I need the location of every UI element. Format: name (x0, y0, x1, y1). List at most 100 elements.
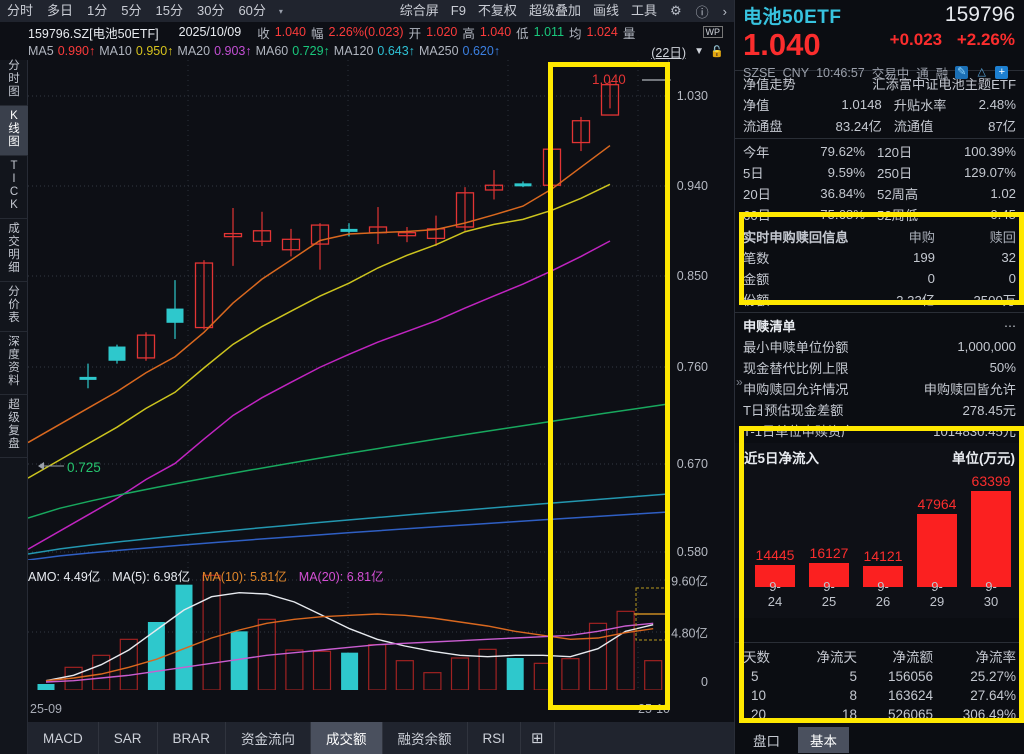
toolbar-item-duori[interactable]: 多日 (47, 3, 74, 18)
quote-header: 电池50ETF 159796 1.040 +0.023 +2.26% SZSE … (735, 0, 1024, 81)
chevron-right-icon[interactable]: › (722, 3, 727, 19)
tab-zijinliuxiang[interactable]: 资金流向 (226, 722, 312, 754)
amount-sell: 0 (1008, 271, 1016, 286)
toolbar-item-15min[interactable]: 15分 (155, 3, 183, 18)
cash-sub-limit-value: 50% (989, 360, 1016, 375)
chevron-down-icon[interactable]: ▾ (278, 6, 283, 16)
volume-axis-tick: 9.60亿 (671, 574, 708, 589)
redemption-list-title: 申赎清单 (743, 319, 796, 334)
quote-time: 10:46:57 (816, 65, 865, 80)
toolbar-item-1min[interactable]: 1分 (87, 3, 108, 18)
period-caret-icon[interactable]: ▼ (694, 45, 704, 57)
row20-amount: 526065 (887, 707, 933, 722)
table-row: 份额 2.33亿 3500万 (735, 289, 1024, 310)
sidebar-item-fenjiabiao[interactable]: 分 价 表 (0, 282, 28, 332)
tab-chengjiaoe[interactable]: 成交额 (311, 722, 383, 754)
inflow-bar-column: 63399 9-30 (971, 473, 1011, 609)
inflow-bar (971, 491, 1011, 587)
tab-rongziyue[interactable]: 融资余额 (383, 722, 468, 754)
inflow-bar (917, 514, 957, 587)
table-row: 申购赎回允许情况 申购赎回皆允许 (735, 378, 1024, 399)
amo-ma5-value: 6.98亿 (153, 570, 191, 584)
top-toolbar: 分时 多日 1分 5分 15分 30分 60分 ▾ 综合屏 F9 不复权 超级叠… (0, 0, 734, 22)
tab-sar[interactable]: SAR (99, 722, 158, 754)
inflow-bar-column: 16127 9-25 (809, 491, 849, 609)
expand-icon[interactable]: » (736, 375, 743, 389)
volume-axis-tick: 4.80亿 (671, 626, 708, 641)
realtime-creation-redemption-block: 实时申购赎回信息 申购 赎回 笔数 199 32 金额 0 0 份额 2.33亿 (735, 226, 1024, 310)
sidebar-char: I (12, 173, 16, 185)
toolbar-item-chaojidiejia[interactable]: 超级叠加 (528, 3, 581, 18)
sidebar-item-fenshitu[interactable]: 分 时 图 (0, 60, 28, 106)
add-indicator-icon[interactable]: ⊞ (521, 722, 555, 754)
help-icon[interactable]: ⓘ (695, 4, 709, 20)
table-row: 20 18 526065 306.49% (735, 705, 1024, 724)
margin-flag: 融 (935, 67, 949, 81)
sidebar-item-chaojifupan[interactable]: 超 级 复 盘 (0, 395, 28, 458)
toolbar-item-5min[interactable]: 5分 (121, 3, 142, 18)
quote-code-name: 159796.SZ[电池50ETF] (28, 26, 159, 41)
min-unit-value: 1,000,000 (957, 339, 1016, 354)
toolbar-item-f9[interactable]: F9 (450, 3, 466, 18)
sidebar-char: 度 (8, 349, 20, 361)
amo-ma20-value: 6.81亿 (346, 570, 384, 584)
sidebar-char: 盘 (8, 438, 20, 450)
sidebar-char: K (10, 110, 18, 122)
table-row: 净值 1.0148 升贴水率 2.48% (735, 94, 1024, 115)
count-buy: 199 (912, 250, 935, 265)
row5-rate: 25.27% (970, 669, 1016, 684)
sidebar-item-shenduziliao[interactable]: 深 度 资 料 (0, 332, 28, 395)
fund-info-table: 净值走势 汇添富中证电池主题ETF 净值 1.0148 升贴水率 2.48% 流… (735, 73, 1024, 136)
d250-label: 250日 (877, 166, 913, 181)
net-inflow-unit: 单位(万元) (952, 451, 1015, 466)
table-row: T日预估现金差额 278.45元 (735, 399, 1024, 420)
price-chart-svg: 1.040 0.725 (28, 60, 671, 560)
tab-macd[interactable]: MACD (28, 722, 99, 754)
row10-days: 10 (751, 688, 767, 703)
tab-rsi[interactable]: RSI (468, 722, 522, 754)
table-row: 5日 9.59% 250日 129.07% (735, 162, 1024, 183)
tab-brar[interactable]: BRAR (158, 722, 227, 754)
alert-bell-icon[interactable]: △ (977, 66, 987, 78)
more-options-icon[interactable]: ⋯ (1004, 318, 1016, 333)
toolbar-item-60min[interactable]: 60分 (238, 3, 266, 18)
wp-icon[interactable]: WP (702, 26, 723, 38)
table-row: 笔数 199 32 (735, 247, 1024, 268)
period-label[interactable]: (22日) (651, 45, 686, 60)
add-watchlist-icon[interactable]: + (995, 66, 1009, 79)
toolbar-item-30min[interactable]: 30分 (196, 3, 225, 18)
col-amount: 净流额 (892, 650, 934, 665)
toolbar-item-gongju[interactable]: 工具 (630, 3, 657, 18)
quote-open-value: 1.020 (426, 25, 458, 39)
inflow-bar-column: 47964 9-29 (917, 491, 957, 609)
kline-chart-canvas[interactable]: 1.040 0.725 1.030 0.940 0.850 0.760 0.670… (28, 60, 734, 718)
lock-icon[interactable]: 🔓 (710, 45, 724, 58)
edit-pen-icon[interactable]: ✎ (955, 66, 969, 79)
d20-label: 20日 (743, 187, 771, 202)
price-change-group: +0.023 +2.26% (890, 30, 1015, 50)
sidebar-item-chengjiaomingxi[interactable]: 成 交 明 细 (0, 219, 28, 282)
t1-unit-asset-label: T-1日单位申赎资产 (743, 424, 855, 439)
sidebar-char: K (10, 199, 18, 211)
toolbar-item-huaxian[interactable]: 画线 (592, 3, 619, 18)
tab-pankou[interactable]: 盘口 (753, 734, 780, 749)
col-days: 天数 (743, 650, 770, 665)
sidebar-item-kxiantu[interactable]: K 线 图 (0, 106, 28, 156)
sidebar-char: 复 (8, 425, 20, 437)
float-shares-value: 83.24亿 (835, 119, 882, 134)
connect-flag: 通 (916, 67, 929, 81)
sidebar-item-tick[interactable]: T I C K (0, 156, 28, 219)
nav-trend-label: 净值走势 (743, 77, 796, 92)
toolbar-item-bufuquan[interactable]: 不复权 (477, 3, 517, 18)
premium-rate-label: 升贴水率 (893, 98, 947, 113)
d20-value: 36.84% (820, 186, 865, 201)
sidebar-char: 图 (8, 86, 20, 98)
inflow-bar-value: 63399 (971, 473, 1011, 489)
toolbar-item-zonghepin[interactable]: 综合屏 (399, 3, 439, 18)
shares-buy: 2.33亿 (896, 293, 935, 308)
table-row: 金额 0 0 (735, 268, 1024, 289)
volume-axis: 9.60亿 4.80亿 0 (668, 562, 734, 690)
toolbar-item-fenshi[interactable]: 分时 (7, 3, 34, 18)
tab-jiben[interactable]: 基本 (798, 727, 849, 753)
gear-icon[interactable]: ⚙ (669, 3, 682, 18)
